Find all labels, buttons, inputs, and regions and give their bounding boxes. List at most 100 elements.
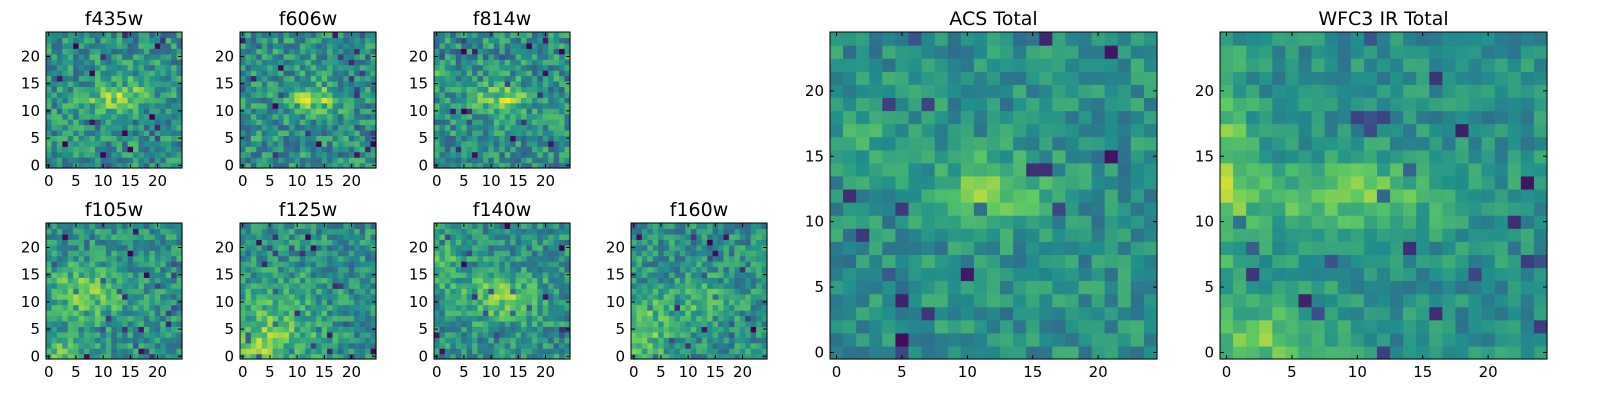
heatmap-cell (250, 353, 257, 360)
heatmap-cell (504, 266, 511, 273)
heatmap-cell (510, 108, 517, 115)
heatmap-cell (493, 80, 500, 87)
heatmap-cell (354, 64, 361, 71)
heatmap-cell (439, 75, 446, 82)
heatmap-cell (461, 80, 468, 87)
heatmap-cell (477, 348, 484, 355)
heatmap-cell (488, 282, 495, 289)
heatmap-cell (283, 119, 290, 126)
heatmap-cell (685, 271, 692, 278)
heatmap-cell (278, 228, 285, 235)
heatmap-cell (734, 271, 741, 278)
heatmap-cell (46, 151, 53, 158)
heatmap-cell (499, 331, 506, 338)
heatmap-cell (267, 299, 274, 306)
heatmap-cell (641, 304, 648, 311)
heatmap-cell (531, 146, 538, 153)
heatmap-cell (343, 299, 350, 306)
heatmap-cell (89, 119, 96, 126)
heatmap-cell (455, 91, 462, 98)
heatmap-cell (493, 129, 500, 136)
heatmap-cell (143, 342, 150, 349)
heatmap-cell (278, 119, 285, 126)
heatmap-cell (94, 119, 101, 126)
heatmap-cell (548, 70, 555, 77)
heatmap-cell (1065, 254, 1080, 269)
heatmap-cell (461, 304, 468, 311)
heatmap-cell (51, 320, 58, 327)
heatmap-cell (105, 277, 112, 284)
heatmap-cell (434, 315, 441, 322)
heatmap-cell (310, 288, 317, 295)
heatmap-cell (450, 37, 457, 44)
heatmap-cell (365, 239, 372, 246)
heatmap-cell (439, 42, 446, 49)
heatmap-cell (526, 151, 533, 158)
heatmap-cell (278, 342, 285, 349)
heatmap-cell (521, 342, 528, 349)
heatmap-cell (133, 353, 140, 360)
heatmap-cell (359, 119, 366, 126)
heatmap-cell (261, 108, 268, 115)
heatmap-cell (67, 124, 74, 131)
heatmap-cell (299, 255, 306, 262)
heatmap-cell (542, 53, 549, 60)
heatmap-cell (56, 113, 63, 120)
heatmap-cell (455, 342, 462, 349)
heatmap-cell (73, 299, 80, 306)
heatmap-cell (278, 277, 285, 284)
heatmap-cell (701, 288, 708, 295)
heatmap-cell (510, 124, 517, 131)
heatmap-cell (641, 261, 648, 268)
heatmap-cell (165, 75, 172, 82)
heatmap-cell (696, 255, 703, 262)
heatmap-cell (321, 129, 328, 136)
heatmap-cell (472, 228, 479, 235)
heatmap-cell (548, 102, 555, 109)
heatmap-cell (176, 342, 183, 349)
heatmap-cell (1143, 241, 1158, 255)
heatmap-cell (488, 146, 495, 153)
heatmap-cell (493, 288, 500, 295)
heatmap-cell (461, 70, 468, 77)
heatmap-cell (127, 293, 134, 300)
heatmap-cell (51, 119, 58, 126)
heatmap-cell (477, 293, 484, 300)
heatmap-cell (466, 37, 473, 44)
heatmap-cell (105, 80, 112, 87)
heatmap-cell (553, 32, 560, 39)
heatmap-cell (439, 239, 446, 246)
heatmap-cell (149, 80, 156, 87)
heatmap-cell (537, 326, 544, 333)
heatmap-cell (348, 315, 355, 322)
heatmap-cell (245, 320, 252, 327)
heatmap-cell (138, 70, 145, 77)
heatmap-cell (94, 277, 101, 284)
heatmap-cell (62, 91, 69, 98)
heatmap-cell (482, 261, 489, 268)
heatmap-cell (1117, 254, 1132, 269)
heatmap-cell (707, 244, 714, 251)
heatmap-cell (674, 320, 681, 327)
heatmap-cell (652, 233, 659, 240)
heatmap-cell (1104, 293, 1119, 308)
heatmap-cell (288, 348, 295, 355)
heatmap-cell (934, 332, 949, 347)
heatmap-cell (531, 250, 538, 257)
heatmap-cell (67, 223, 74, 230)
heatmap-cell (450, 157, 457, 164)
heatmap-cell (641, 353, 648, 360)
heatmap-cell (986, 319, 1001, 334)
heatmap-cell (477, 223, 484, 230)
heatmap-cell (537, 162, 544, 169)
heatmap-cell (444, 293, 451, 300)
heatmap-cell (256, 113, 263, 120)
heatmap-cell (332, 337, 339, 344)
heatmap-cell (636, 353, 643, 360)
heatmap-cell (756, 326, 763, 333)
heatmap-cell (272, 299, 279, 306)
heatmap-cell (504, 261, 511, 268)
heatmap-cell (278, 255, 285, 262)
heatmap-cell (631, 348, 638, 355)
heatmap-cell (176, 310, 183, 317)
